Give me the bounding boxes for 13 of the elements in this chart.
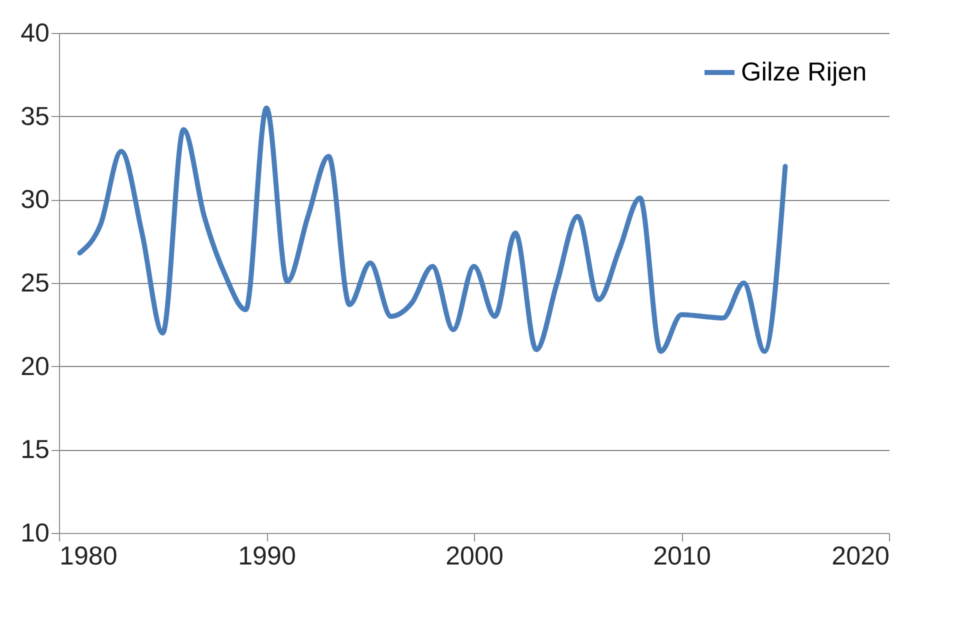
legend-label: Gilze Rijen — [741, 56, 867, 86]
y-tick-label: 30 — [20, 184, 50, 214]
y-tick-label: 40 — [20, 18, 50, 48]
x-tick-label: 2010 — [653, 540, 711, 570]
x-tick-label: 2020 — [832, 540, 890, 570]
y-tick-label: 10 — [20, 518, 50, 548]
y-tick-label: 35 — [20, 100, 50, 131]
y-tick-label: 25 — [20, 268, 50, 298]
x-tick-label: 1990 — [238, 540, 296, 570]
x-tick-label: 2000 — [446, 540, 504, 570]
y-tick-label: 20 — [20, 350, 50, 381]
x-tick-label: 1980 — [60, 540, 118, 570]
y-tick-label: 15 — [20, 434, 50, 464]
